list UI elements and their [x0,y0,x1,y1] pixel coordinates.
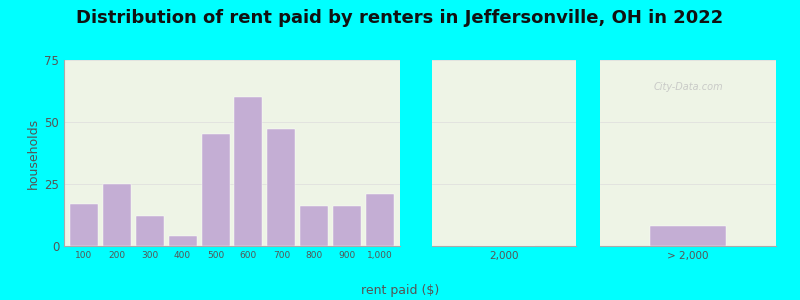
Bar [136,216,164,246]
Text: Distribution of rent paid by renters in Jeffersonville, OH in 2022: Distribution of rent paid by renters in … [76,9,724,27]
Bar [202,134,230,246]
Y-axis label: households: households [27,117,40,189]
Bar [650,226,726,246]
Bar [267,129,295,246]
Bar [169,236,197,246]
Text: rent paid ($): rent paid ($) [361,284,439,297]
Bar [70,204,98,246]
Bar [300,206,328,246]
Bar [102,184,130,246]
Text: City-Data.com: City-Data.com [653,82,723,92]
Bar [366,194,394,246]
Bar [234,97,262,246]
Bar [334,206,362,246]
